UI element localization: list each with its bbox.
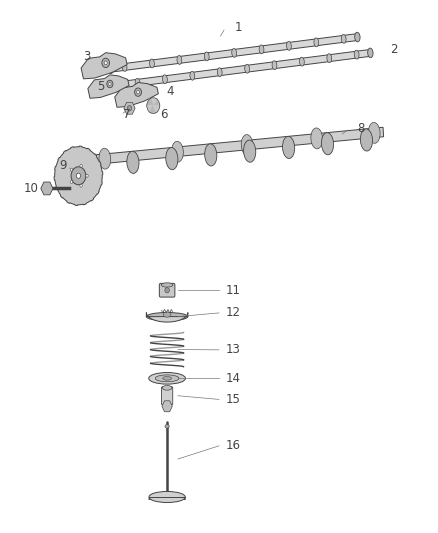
- Polygon shape: [80, 127, 384, 166]
- Ellipse shape: [162, 385, 172, 390]
- Text: 2: 2: [390, 43, 397, 55]
- Ellipse shape: [217, 68, 222, 77]
- Ellipse shape: [161, 283, 173, 287]
- Text: 15: 15: [226, 393, 240, 406]
- Polygon shape: [162, 401, 172, 412]
- Ellipse shape: [108, 64, 113, 74]
- Text: 13: 13: [226, 343, 240, 357]
- Ellipse shape: [86, 174, 88, 177]
- Polygon shape: [147, 106, 153, 112]
- Ellipse shape: [245, 64, 250, 73]
- Ellipse shape: [190, 71, 195, 80]
- Ellipse shape: [367, 48, 373, 58]
- Ellipse shape: [71, 181, 73, 183]
- Ellipse shape: [165, 288, 170, 293]
- FancyBboxPatch shape: [162, 387, 173, 405]
- Polygon shape: [153, 99, 160, 106]
- Ellipse shape: [127, 106, 132, 111]
- Ellipse shape: [149, 491, 185, 503]
- Polygon shape: [110, 34, 358, 72]
- Polygon shape: [150, 99, 156, 106]
- Text: 5: 5: [97, 79, 104, 93]
- Ellipse shape: [311, 128, 323, 149]
- Text: 7: 7: [123, 108, 131, 121]
- Polygon shape: [150, 106, 156, 112]
- Polygon shape: [149, 492, 185, 499]
- Ellipse shape: [272, 61, 277, 70]
- Text: 3: 3: [83, 50, 90, 63]
- Ellipse shape: [162, 75, 167, 84]
- Polygon shape: [88, 75, 129, 98]
- Ellipse shape: [135, 78, 140, 87]
- Ellipse shape: [71, 168, 73, 171]
- Ellipse shape: [177, 55, 182, 64]
- Ellipse shape: [368, 123, 380, 143]
- Ellipse shape: [109, 83, 111, 85]
- Text: 14: 14: [226, 372, 240, 385]
- Ellipse shape: [122, 62, 127, 71]
- Text: 4: 4: [166, 85, 174, 98]
- Text: 16: 16: [226, 439, 240, 453]
- Ellipse shape: [76, 173, 81, 179]
- Ellipse shape: [71, 167, 86, 185]
- Ellipse shape: [165, 424, 169, 428]
- Ellipse shape: [172, 141, 184, 162]
- Text: 11: 11: [226, 284, 240, 297]
- Text: 9: 9: [59, 159, 67, 172]
- Ellipse shape: [102, 58, 110, 68]
- Ellipse shape: [134, 88, 141, 96]
- Text: 1: 1: [235, 21, 242, 34]
- Ellipse shape: [99, 148, 111, 169]
- Text: 10: 10: [23, 182, 38, 195]
- Polygon shape: [124, 102, 135, 114]
- Ellipse shape: [137, 91, 139, 94]
- Polygon shape: [124, 50, 371, 88]
- Ellipse shape: [149, 59, 154, 68]
- Ellipse shape: [205, 144, 217, 166]
- Polygon shape: [41, 182, 53, 195]
- Ellipse shape: [146, 312, 188, 321]
- Ellipse shape: [166, 148, 178, 169]
- Polygon shape: [81, 53, 127, 79]
- Ellipse shape: [241, 135, 253, 156]
- Ellipse shape: [321, 133, 334, 155]
- Ellipse shape: [300, 57, 304, 66]
- Ellipse shape: [360, 129, 372, 151]
- Ellipse shape: [354, 50, 359, 59]
- Ellipse shape: [80, 184, 82, 187]
- Text: 6: 6: [161, 108, 168, 121]
- Text: 12: 12: [226, 306, 240, 319]
- Ellipse shape: [283, 136, 295, 158]
- Ellipse shape: [355, 33, 360, 42]
- Ellipse shape: [104, 61, 107, 64]
- Ellipse shape: [205, 52, 209, 61]
- Ellipse shape: [163, 376, 171, 380]
- Polygon shape: [115, 83, 159, 107]
- Text: 8: 8: [357, 122, 365, 135]
- Ellipse shape: [163, 312, 171, 317]
- Ellipse shape: [80, 164, 82, 167]
- Ellipse shape: [327, 54, 332, 62]
- Polygon shape: [147, 99, 153, 106]
- Ellipse shape: [314, 38, 319, 47]
- Ellipse shape: [127, 151, 139, 173]
- Ellipse shape: [286, 42, 291, 50]
- Polygon shape: [153, 106, 160, 112]
- Ellipse shape: [232, 49, 237, 58]
- Polygon shape: [146, 312, 188, 322]
- Ellipse shape: [107, 80, 113, 88]
- Ellipse shape: [244, 140, 256, 162]
- Ellipse shape: [155, 375, 179, 382]
- Polygon shape: [54, 146, 103, 206]
- Ellipse shape: [149, 373, 185, 384]
- Ellipse shape: [259, 45, 264, 54]
- Ellipse shape: [121, 80, 127, 90]
- FancyBboxPatch shape: [159, 284, 175, 297]
- Ellipse shape: [341, 34, 346, 43]
